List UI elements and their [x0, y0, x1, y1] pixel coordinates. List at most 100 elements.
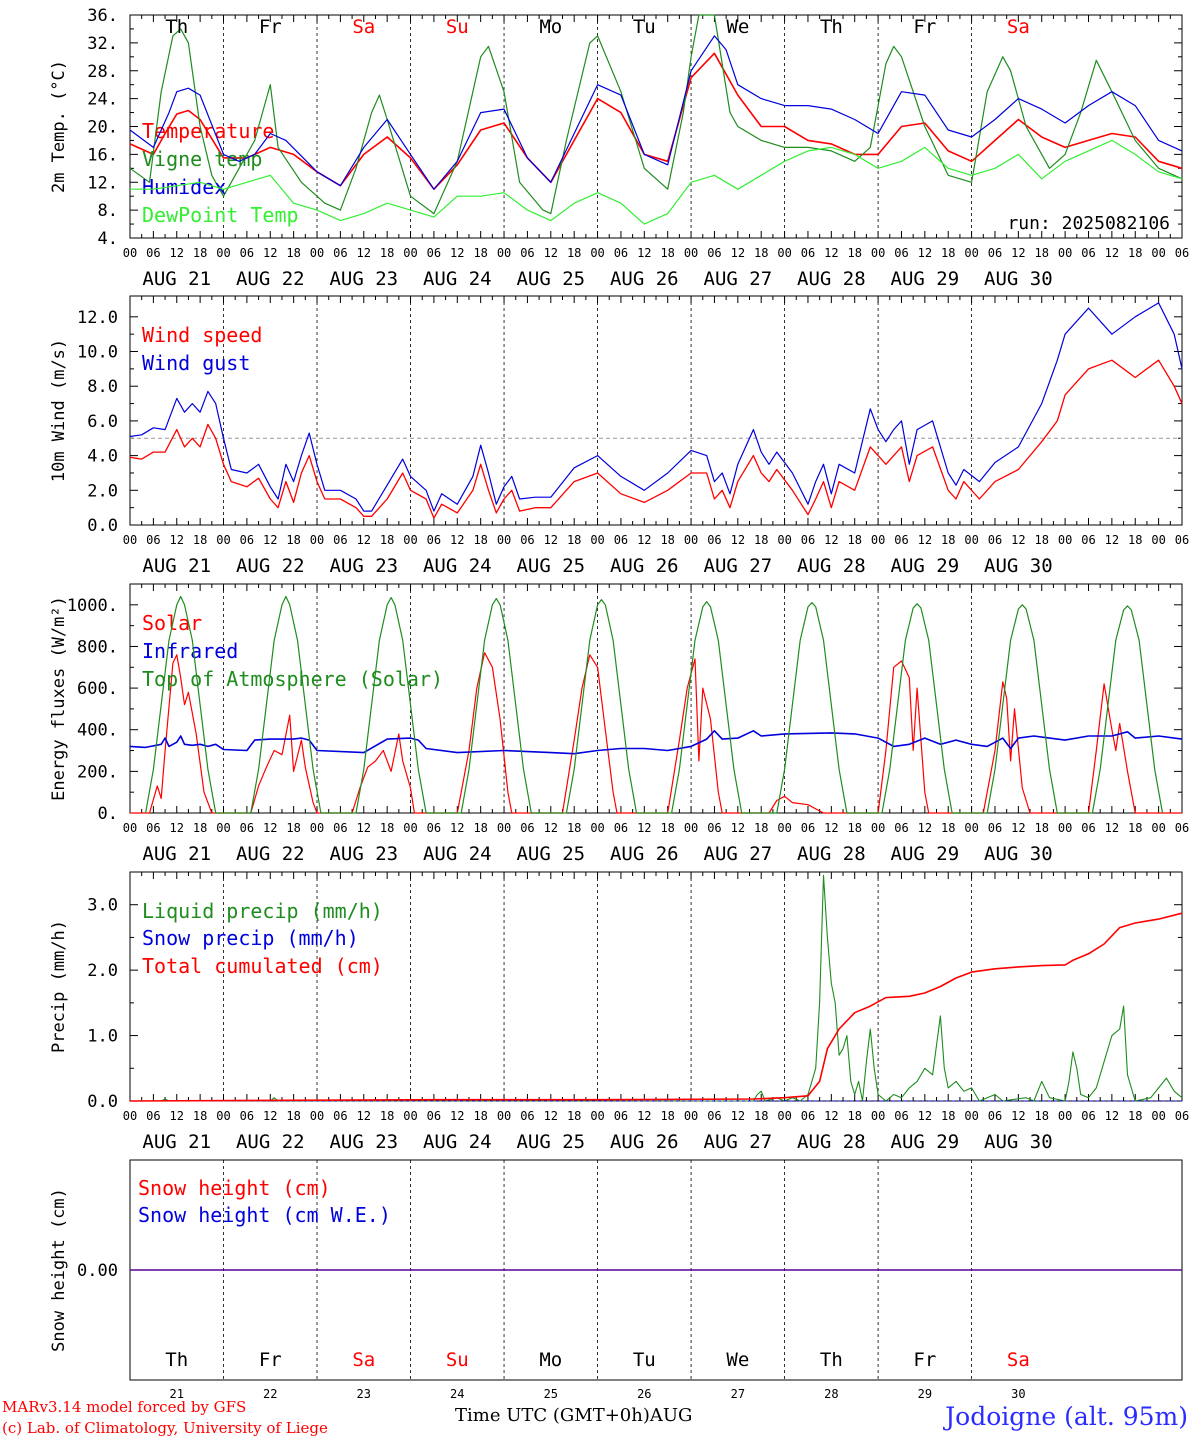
- hour-tick-label: 06: [333, 246, 347, 260]
- date-label: AUG 29: [891, 843, 960, 865]
- date-label: AUG 25: [516, 268, 585, 290]
- hour-tick-label: 00: [871, 533, 885, 547]
- panel-temperature: 4.8.12.16.20.24.28.32.36.2m Temp. (°C) Te…: [49, 6, 1189, 290]
- y-tick-label: 0.00: [77, 1261, 118, 1281]
- hour-tick-label: 06: [240, 821, 254, 835]
- legend-snow-height-cm-w-e-: Snow height (cm W.E.): [138, 1203, 391, 1227]
- legend-snow-precip-mm-h-: Snow precip (mm/h): [142, 926, 359, 950]
- hour-tick-label: 00: [1058, 246, 1072, 260]
- date-label: AUG 24: [423, 555, 492, 577]
- hour-tick-label: 00: [871, 1109, 885, 1123]
- weekday-label-top: Th: [165, 16, 188, 38]
- y-tick-label: 6.0: [87, 412, 118, 432]
- hour-tick-label: 00: [310, 821, 324, 835]
- y-tick-label: 8.: [98, 201, 118, 221]
- hour-tick-label: 12: [637, 821, 651, 835]
- y-tick-label: 0.: [98, 804, 118, 824]
- hour-tick-label: 06: [707, 246, 721, 260]
- date-label: AUG 29: [891, 555, 960, 577]
- weekday-label-bottom: Sa: [1007, 1349, 1030, 1371]
- hour-tick-label: 18: [473, 1109, 487, 1123]
- hour-tick-label: 00: [964, 1109, 978, 1123]
- series-line-dewpoint-temp: [130, 139, 1183, 225]
- hour-tick-label: 00: [310, 1109, 324, 1123]
- hour-tick-label: 00: [964, 246, 978, 260]
- hour-tick-label: 12: [637, 1109, 651, 1123]
- hour-tick-label: 18: [660, 246, 674, 260]
- hour-tick-label: 06: [614, 246, 628, 260]
- weekday-label-top: Mo: [539, 16, 562, 38]
- hour-tick-label: 06: [614, 1109, 628, 1123]
- hour-tick-label: 18: [380, 1109, 394, 1123]
- date-label: AUG 29: [891, 268, 960, 290]
- hour-tick-label: 00: [310, 246, 324, 260]
- hour-tick-label: 00: [777, 533, 791, 547]
- date-label: AUG 24: [423, 843, 492, 865]
- panel-snow: 0.00 Snow height (cm) Snow height (cm) Snow…: [49, 1159, 1183, 1381]
- hour-tick-label: 12: [357, 1109, 371, 1123]
- hour-tick-label: 06: [520, 821, 534, 835]
- y-tick-label: 2.0: [87, 481, 118, 501]
- hour-tick-label: 06: [894, 821, 908, 835]
- hour-tick-label: 06: [1175, 246, 1189, 260]
- run-annotation: run: 2025082106: [1007, 213, 1170, 234]
- date-label: AUG 21: [142, 268, 211, 290]
- date-label: AUG 21: [142, 843, 211, 865]
- series-line-wind-gust: [129, 302, 1183, 512]
- series-line-humidex: [129, 35, 1183, 190]
- y-axis-title: 10m Wind (m/s): [49, 339, 69, 482]
- hour-tick-label: 18: [1035, 821, 1049, 835]
- date-label: AUG 28: [797, 843, 866, 865]
- hour-tick-label: 00: [590, 821, 604, 835]
- hour-tick-label: 18: [847, 1109, 861, 1123]
- hour-tick-label: 12: [450, 533, 464, 547]
- hour-tick-label: 00: [777, 821, 791, 835]
- hour-tick-label: 12: [824, 821, 838, 835]
- date-label: AUG 28: [797, 555, 866, 577]
- hour-tick-label: 00: [497, 1109, 511, 1123]
- hour-tick-label: 00: [123, 533, 137, 547]
- legend-total-cumulated-cm-: Total cumulated (cm): [142, 954, 383, 978]
- hour-tick-label: 18: [754, 821, 768, 835]
- hour-tick-label: 18: [567, 1109, 581, 1123]
- hour-tick-label: 18: [754, 533, 768, 547]
- hour-tick-label: 12: [731, 246, 745, 260]
- legend-solar: Solar: [142, 611, 202, 635]
- y-tick-label: 400.: [77, 721, 118, 741]
- hour-tick-label: 18: [193, 246, 207, 260]
- hour-tick-label: 06: [520, 533, 534, 547]
- legend-snow-height-cm-: Snow height (cm): [138, 1176, 331, 1200]
- hour-tick-label: 12: [918, 821, 932, 835]
- weekday-label-bottom: Sa: [352, 1349, 375, 1371]
- hour-tick-label: 18: [380, 246, 394, 260]
- hour-tick-label: 06: [427, 246, 441, 260]
- hour-tick-label: 06: [146, 533, 160, 547]
- weekday-label-top: We: [726, 16, 749, 38]
- hour-tick-label: 00: [964, 821, 978, 835]
- hour-tick-label: 06: [1175, 1109, 1189, 1123]
- series-line-wind-speed: [129, 359, 1183, 519]
- date-label: AUG 22: [236, 1131, 305, 1153]
- hour-tick-label: 00: [684, 821, 698, 835]
- hour-tick-label: 00: [1151, 1109, 1165, 1123]
- hour-tick-label: 18: [1035, 246, 1049, 260]
- y-tick-label: 24.: [87, 90, 118, 110]
- hour-tick-label: 06: [988, 246, 1002, 260]
- series-line-vigne-temp: [129, 14, 1183, 215]
- hour-tick-label: 00: [497, 821, 511, 835]
- weekday-label-bottom: We: [726, 1349, 749, 1371]
- hour-tick-label: 18: [473, 246, 487, 260]
- day-number-label: 23: [357, 1387, 371, 1401]
- hour-tick-label: 18: [193, 1109, 207, 1123]
- date-label: AUG 26: [610, 555, 679, 577]
- hour-tick-label: 06: [707, 1109, 721, 1123]
- date-label: AUG 25: [516, 843, 585, 865]
- hour-tick-label: 06: [427, 1109, 441, 1123]
- hour-tick-label: 06: [801, 1109, 815, 1123]
- hour-tick-label: 00: [216, 1109, 230, 1123]
- y-tick-label: 3.0: [87, 896, 118, 916]
- hour-tick-label: 00: [1151, 821, 1165, 835]
- hour-tick-label: 18: [660, 1109, 674, 1123]
- hour-tick-label: 00: [216, 533, 230, 547]
